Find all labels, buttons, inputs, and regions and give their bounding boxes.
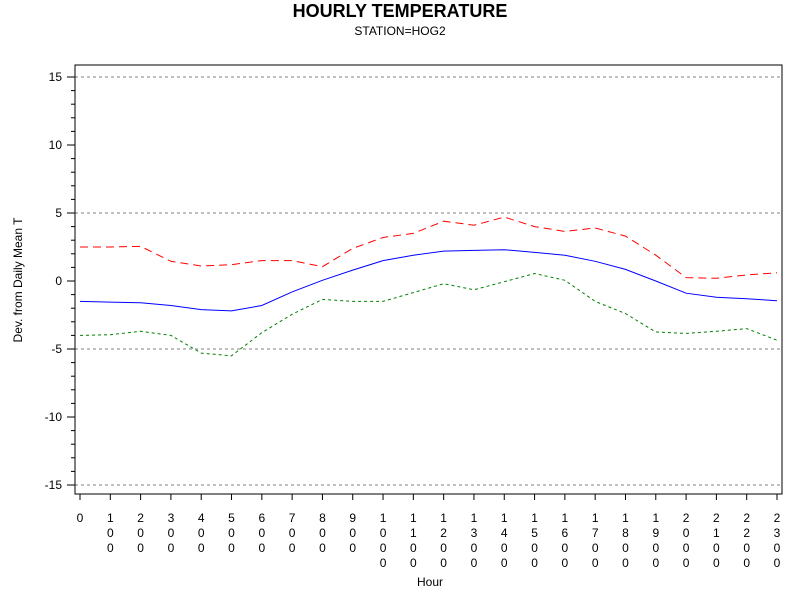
chart-subtitle: STATION=HOG2 bbox=[354, 24, 446, 38]
x-tick-label: 0 bbox=[77, 511, 84, 525]
reference-lines bbox=[75, 76, 782, 486]
y-axis: -15 -10 -5 0 5 10 15 bbox=[45, 70, 75, 492]
series-lines bbox=[79, 216, 778, 357]
plot-frame bbox=[74, 64, 783, 495]
y-tick-label: 15 bbox=[49, 70, 63, 84]
y-tick-label: -15 bbox=[45, 478, 63, 492]
y-tick-label: 5 bbox=[55, 206, 62, 220]
x-axis-label: Hour bbox=[417, 575, 443, 589]
x-axis: 0 1 0 0 2 0 0 3 0 0 4 0 0 5 0 0 6 0 0 7 0 0 8 0 0 9 0 0 1 0 0 0 1 1 0 0 1 2 0 0… bbox=[77, 494, 781, 570]
y-tick-label: -5 bbox=[51, 342, 62, 356]
series-line-3 bbox=[79, 272, 778, 357]
chart-title: HOURLY TEMPERATURE bbox=[292, 1, 508, 21]
y-axis-label: Dev. from Daily Mean T bbox=[11, 217, 25, 343]
y-tick-label: -10 bbox=[45, 410, 63, 424]
series-line-2 bbox=[80, 216, 778, 279]
y-tick-label: 10 bbox=[49, 138, 63, 152]
series-line-1 bbox=[79, 249, 778, 312]
y-tick-label: 0 bbox=[55, 274, 62, 288]
